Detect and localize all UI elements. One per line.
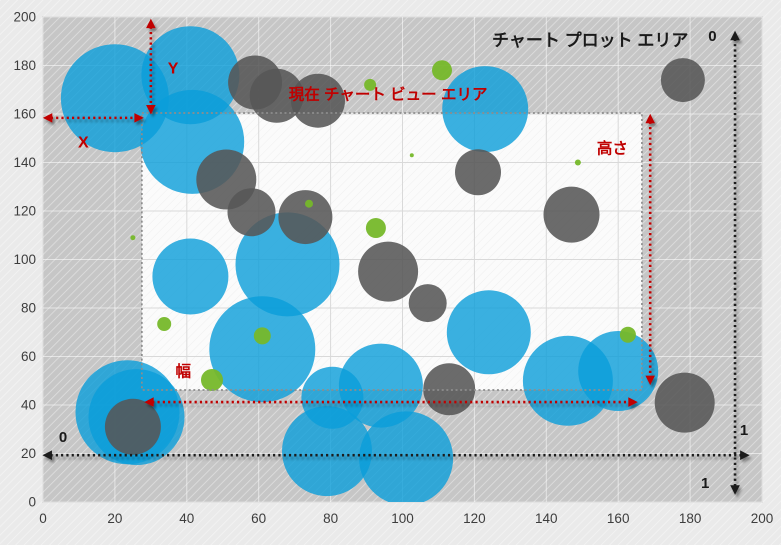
y-offset-label: Y — [168, 61, 179, 78]
x-tick-label-200: 200 — [751, 511, 774, 526]
bubble-gray-9 — [358, 241, 419, 302]
bubble-gray-3 — [660, 58, 705, 103]
bubble-blue-15 — [578, 331, 659, 411]
bubble-blue-11 — [446, 290, 531, 375]
bubble-blue-6 — [209, 296, 316, 403]
bubble-green-0 — [364, 78, 377, 91]
bubble-green-3 — [409, 153, 414, 158]
x-offset-arrow — [42, 113, 144, 123]
bubble-green-4 — [305, 199, 313, 208]
width-label: 幅 — [175, 362, 191, 381]
x-offset-label: X — [78, 135, 89, 152]
y-tick-label-160: 160 — [13, 107, 36, 122]
bubble-green-8 — [253, 327, 271, 345]
width-arrow — [144, 397, 638, 407]
bubble-gray-13 — [654, 372, 715, 433]
y-tick-label-20: 20 — [21, 446, 36, 461]
bubble-gray-11 — [104, 398, 161, 455]
x-tick-label-100: 100 — [391, 511, 414, 526]
x-tick-label-160: 160 — [607, 511, 630, 526]
y-tick-label-200: 200 — [13, 10, 36, 25]
bubble-green-7 — [157, 317, 172, 331]
view-area-border — [141, 112, 643, 391]
x-tick-label-40: 40 — [179, 511, 194, 526]
axis-zero-one-vertical-arrow — [730, 30, 740, 495]
bubble-gray-1 — [249, 68, 304, 123]
bottom-one-label: 1 — [701, 475, 709, 492]
x-end-one-label: 1 — [740, 422, 748, 439]
annotation-arrows — [42, 18, 750, 495]
bubble-gray-7 — [543, 186, 600, 243]
y-tick-label-120: 120 — [13, 204, 36, 219]
bubble-gray-2 — [291, 73, 345, 128]
bubble-blue-13 — [359, 411, 454, 502]
x-tick-label-180: 180 — [679, 511, 702, 526]
y-tick-label-40: 40 — [21, 398, 36, 413]
y-tick-label-100: 100 — [13, 252, 36, 267]
x-tick-label-120: 120 — [463, 511, 486, 526]
bubble-gray-5 — [227, 188, 276, 237]
y-tick-label-140: 140 — [13, 155, 36, 170]
y-tick-label-0: 0 — [28, 495, 36, 510]
bubble-blue-10 — [338, 343, 423, 428]
axis-zero-one-horizontal-arrow — [42, 450, 750, 460]
bubble-green-2 — [574, 159, 581, 166]
height-arrow — [645, 113, 655, 386]
bubble-gray-10 — [408, 284, 447, 323]
bubble-gray-6 — [278, 190, 333, 245]
y-tick-label-80: 80 — [21, 301, 36, 316]
bubble-series-group — [60, 26, 715, 502]
bubble-green-9 — [201, 369, 223, 391]
view-area-label: 現在 チャート ビュー エリア — [289, 85, 488, 104]
y-offset-arrow — [146, 18, 156, 115]
x-tick-label-80: 80 — [323, 511, 338, 526]
bubble-green-6 — [365, 218, 386, 238]
bubble-blue-4 — [152, 238, 229, 315]
bubble-gray-8 — [455, 149, 501, 196]
x-tick-label-140: 140 — [535, 511, 558, 526]
bubble-blue-12 — [282, 406, 372, 497]
bubble-green-10 — [619, 326, 636, 343]
y-tick-label-180: 180 — [13, 58, 36, 73]
bubble-gray-12 — [423, 363, 476, 416]
plot-area-label: チャート プロット エリア — [492, 30, 688, 50]
bubble-green-1 — [432, 60, 452, 81]
origin-zero-label: 0 — [59, 429, 67, 446]
bubble-green-5 — [130, 235, 136, 241]
top-zero-label: 0 — [708, 28, 716, 45]
bubble-blue-3 — [442, 66, 529, 153]
x-tick-label-20: 20 — [107, 511, 122, 526]
height-label: 高さ — [597, 139, 628, 158]
x-tick-label-0: 0 — [39, 511, 47, 526]
y-tick-label-60: 60 — [21, 349, 36, 364]
x-tick-label-60: 60 — [251, 511, 266, 526]
